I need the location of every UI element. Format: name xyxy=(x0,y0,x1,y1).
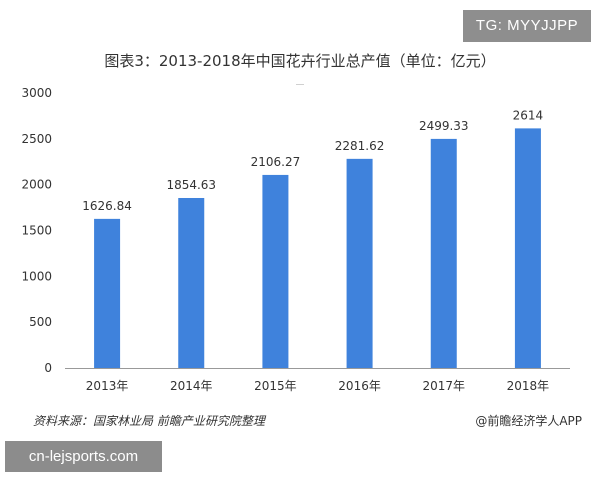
y-tick-label: 2000 xyxy=(21,178,52,192)
publisher-credit: @前瞻经济学人APP xyxy=(475,414,582,428)
watermark-badge-tg: TG: MYYJJPP xyxy=(463,10,591,42)
data-label: 2106.27 xyxy=(251,155,301,169)
x-tick-label: 2017年 xyxy=(422,379,465,393)
y-tick-label: 3000 xyxy=(21,86,52,100)
data-label: 2281.62 xyxy=(335,139,385,153)
watermark-badge-site: cn-lejsports.com xyxy=(5,441,162,472)
y-tick-label: 1000 xyxy=(21,269,52,283)
x-tick-label: 2014年 xyxy=(170,379,213,393)
y-tick-label: 1500 xyxy=(21,224,52,238)
y-tick-label: 2500 xyxy=(21,132,52,146)
bar xyxy=(94,218,121,368)
data-label: 2614 xyxy=(513,108,544,122)
bar xyxy=(430,138,457,368)
chart-title: 图表3：2013-2018年中国花卉行业总产值（单位：亿元） xyxy=(104,52,496,70)
bar-chart: 0 500 1000 1500 2000 2500 3000 1626.84 2013年 1854… xyxy=(21,86,570,393)
x-tick-label: 2013年 xyxy=(86,379,129,393)
x-tick-label: 2016年 xyxy=(338,379,381,393)
bar xyxy=(514,128,541,368)
bar xyxy=(346,158,373,368)
y-tick-label: 0 xyxy=(44,361,52,375)
data-label: 1854.63 xyxy=(166,178,216,192)
bar xyxy=(178,197,205,368)
x-tick-label: 2018年 xyxy=(507,379,550,393)
data-label: 1626.84 xyxy=(82,199,132,213)
bar xyxy=(262,174,289,368)
data-label: 2499.33 xyxy=(419,119,469,133)
title-divider xyxy=(296,84,304,85)
x-tick-label: 2015年 xyxy=(254,379,297,393)
data-source-note: 资料来源：国家林业局 前瞻产业研究院整理 xyxy=(33,414,265,428)
y-tick-label: 500 xyxy=(29,315,52,329)
